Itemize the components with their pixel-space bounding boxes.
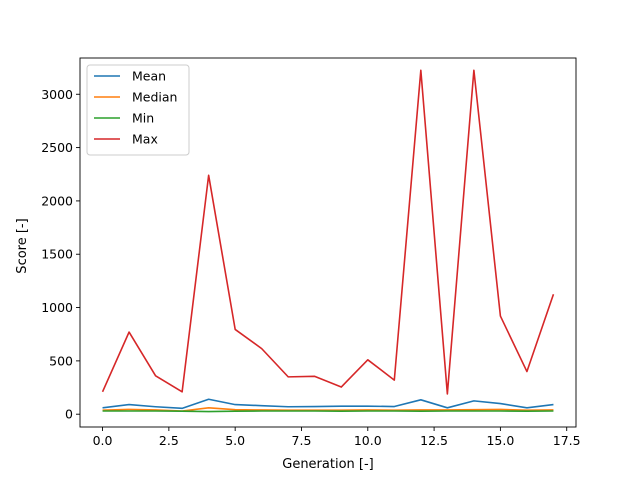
x-tick-label: 10.0 (354, 433, 382, 448)
y-axis-label: Score [-] (15, 218, 30, 273)
x-tick-label: 7.5 (292, 433, 312, 448)
legend-label-max: Max (132, 132, 158, 147)
x-tick-label: 12.5 (420, 433, 448, 448)
x-tick-label: 0.0 (93, 433, 113, 448)
y-tick-label: 0 (65, 407, 73, 422)
y-tick-label: 2500 (41, 140, 73, 155)
x-tick-label: 17.5 (553, 433, 581, 448)
x-tick-label: 5.0 (225, 433, 245, 448)
legend-label-median: Median (132, 90, 177, 105)
legend-label-min: Min (132, 111, 154, 126)
series-line-mean (102, 398, 554, 410)
y-tick-label: 3000 (41, 87, 73, 102)
x-tick-label: 2.5 (159, 433, 179, 448)
series-line-min (102, 410, 554, 413)
x-axis-label: Generation [-] (282, 457, 374, 472)
y-tick-label: 1500 (41, 247, 73, 262)
y-tick-label: 1000 (41, 300, 73, 315)
y-tick-label: 2000 (41, 193, 73, 208)
axes-frame (79, 57, 577, 428)
x-tick-label: 15.0 (486, 433, 514, 448)
y-tick-label: 500 (49, 353, 73, 368)
plot-area: 0.0 2.5 5.0 7.5 10.0 12.5 15.0 17.5 0 500 1000 1500… (41, 57, 581, 448)
legend-box (86, 64, 190, 156)
legend-label-mean: Mean (132, 69, 166, 84)
series-line-max (101, 69, 555, 395)
